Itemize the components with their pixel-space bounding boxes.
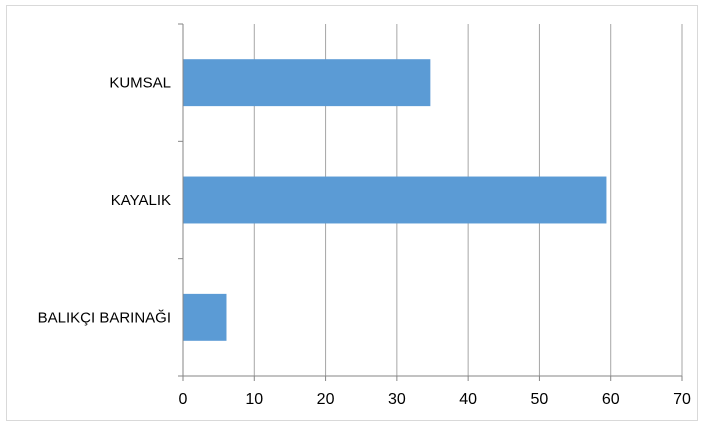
x-tick-labels: 0 10 20 30 40 50 60 70 — [179, 391, 691, 408]
bar-1 — [183, 59, 431, 107]
axes — [178, 23, 683, 381]
bar-chart: KUMSAL KAYALIK BALIKÇI BARINAĞI 0 10 20 30 40 5… — [38, 23, 691, 408]
x-tick-label-40: 40 — [459, 391, 477, 408]
x-tick-label-60: 60 — [602, 391, 620, 408]
x-tick-label-0: 0 — [179, 391, 188, 408]
category-label-1: KUMSAL — [109, 75, 171, 92]
category-labels: KUMSAL KAYALIK BALIKÇI BARINAĞI — [38, 75, 171, 327]
bar-2 — [183, 176, 607, 224]
bar-3 — [183, 293, 227, 341]
bars — [183, 59, 607, 341]
x-tick-label-30: 30 — [388, 391, 406, 408]
x-tick-label-70: 70 — [673, 391, 691, 408]
category-label-2: KAYALIK — [111, 192, 171, 209]
x-tick-label-10: 10 — [245, 391, 263, 408]
chart-frame: KUMSAL KAYALIK BALIKÇI BARINAĞI 0 10 20 30 40 5… — [6, 5, 698, 421]
x-tick-label-20: 20 — [317, 391, 335, 408]
category-label-3: BALIKÇI BARINAĞI — [38, 309, 171, 326]
x-tick-label-50: 50 — [531, 391, 549, 408]
